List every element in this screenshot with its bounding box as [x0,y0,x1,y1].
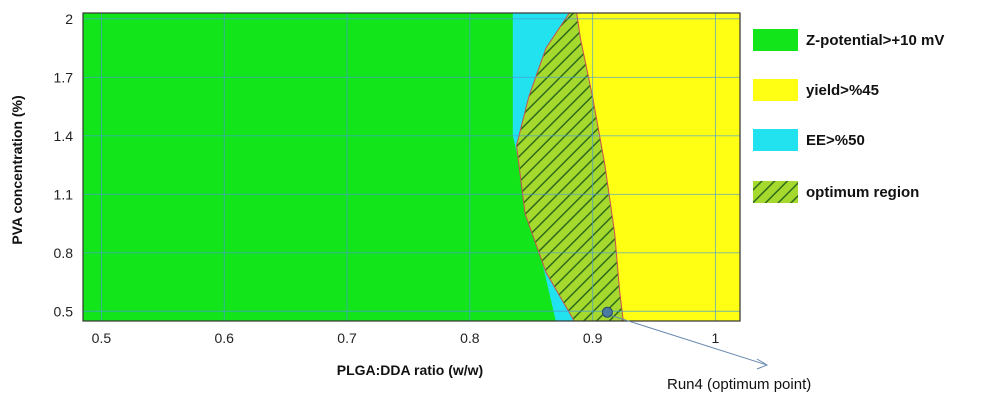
legend-swatch [753,79,798,101]
y-axis-ticks: 0.5 0.8 1.1 1.4 1.7 2 [54,11,74,319]
y-axis-label: PVA concentration (%) [9,95,25,244]
legend-label: Z-potential>+10 mV [806,32,944,49]
x-tick-label: 0.8 [460,330,480,346]
gridlines [83,13,740,321]
legend-label: optimum region [806,184,919,201]
x-axis-ticks: 0.5 0.6 0.7 0.8 0.9 1 [92,330,720,346]
legend-swatch [753,29,798,51]
point-label: Run4 (optimum point) [667,376,811,393]
annotations: Run4 (optimum point) [601,306,811,393]
x-tick-label: 0.7 [337,330,357,346]
y-tick-label: 0.5 [54,303,74,319]
optimum-point [601,306,613,318]
x-tick-label: 0.5 [92,330,112,346]
legend-swatch [753,129,798,151]
y-tick-label: 2 [65,11,73,27]
y-tick-label: 0.8 [54,245,74,261]
arrow-head-icon [756,358,769,370]
plot-area [83,13,740,321]
legend-label: EE>%50 [806,132,865,149]
legend-label: yield>%45 [806,82,879,99]
x-tick-label: 1 [712,330,720,346]
y-tick-label: 1.7 [54,69,74,85]
region-z-potential [83,13,556,321]
y-tick-label: 1.4 [54,128,74,144]
legend: Z-potential>+10 mV yield>%45 EE>%50 optimum… [753,29,944,203]
y-tick-label: 1.1 [54,186,74,202]
plot-frame [82,12,741,322]
annotation-arrow [610,314,768,366]
x-tick-label: 0.9 [583,330,603,346]
x-tick-label: 0.6 [214,330,234,346]
legend-swatch [753,181,798,203]
x-axis-label: PLGA:DDA ratio (w/w) [337,362,483,378]
region-optimum [515,13,624,321]
